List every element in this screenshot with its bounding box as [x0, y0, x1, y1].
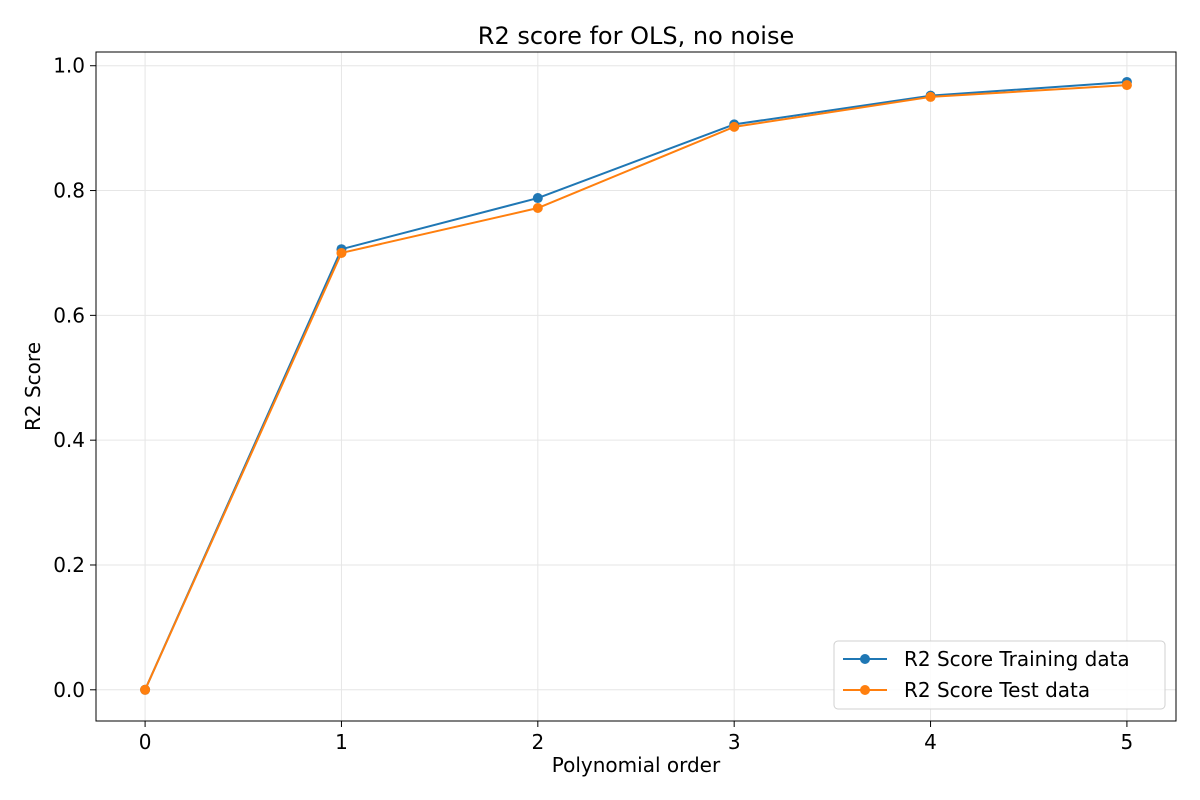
series-line [144, 84, 1127, 691]
x-tick-label: 0 [139, 730, 152, 754]
data-point [140, 684, 151, 695]
y-tick-label: 0.8 [53, 179, 85, 203]
legend-label: R2 Score Test data [904, 678, 1090, 702]
x-axis-title: Polynomial order [552, 753, 721, 777]
y-tick-label: 0.2 [53, 553, 85, 577]
x-tick-label: 2 [531, 730, 544, 754]
x-tick-label: 4 [924, 730, 937, 754]
x-tick-label: 1 [335, 730, 348, 754]
data-point [532, 193, 543, 204]
series [140, 76, 1132, 695]
x-tick-label: 5 [1121, 730, 1134, 754]
series-line [144, 80, 1127, 691]
y-tick-label: 0.0 [53, 678, 85, 702]
y-tick-label: 0.4 [53, 428, 85, 452]
y-tick-label: 0.6 [53, 303, 85, 327]
chart-title: R2 score for OLS, no noise [478, 22, 794, 50]
plot-area-frame [95, 51, 1177, 722]
legend-marker [860, 654, 870, 664]
legend-label: R2 Score Training data [904, 647, 1130, 671]
legend-marker [860, 685, 870, 695]
data-point [532, 203, 543, 214]
y-tick-label: 1.0 [53, 54, 85, 78]
y-axis-title: R2 Score [21, 342, 45, 431]
axis-ticks: 0 1 2 3 4 5 0.0 0.2 0.4 0.6 0.8 1.0 [53, 54, 1133, 754]
data-point [336, 247, 347, 258]
legend-item: R2 Score Test data [843, 678, 1090, 702]
x-tick-label: 3 [728, 730, 741, 754]
data-point [729, 121, 740, 132]
data-point [925, 91, 936, 102]
legend: R2 Score Training data R2 Score Test data [833, 640, 1166, 710]
legend-box [833, 640, 1166, 710]
data-point [1121, 80, 1132, 91]
legend-item: R2 Score Training data [843, 647, 1130, 671]
series-test [140, 80, 1132, 695]
